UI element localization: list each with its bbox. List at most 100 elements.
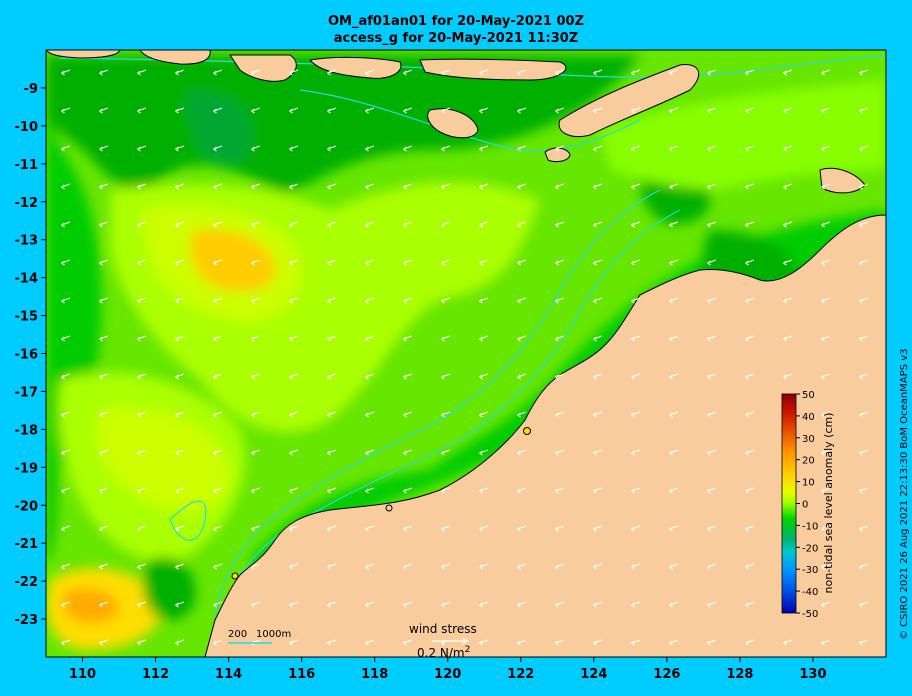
wind-arrow [593, 411, 603, 418]
wind-arrow [365, 487, 375, 494]
wind-arrow [783, 297, 793, 304]
wind-arrow [403, 639, 413, 646]
australia-mainland [204, 214, 886, 657]
wind-arrow [593, 487, 603, 494]
wind-arrow [403, 145, 413, 152]
wind-arrow [669, 563, 679, 570]
wind-arrow [707, 449, 717, 456]
wind-arrow [251, 373, 261, 380]
wind-arrow [289, 563, 299, 570]
wind-arrow [251, 335, 261, 342]
wind-arrow [517, 525, 527, 532]
wind-arrow [441, 221, 451, 228]
wind-arrow [403, 183, 413, 190]
colorbar: 50 40 30 20 10 0 -10 -20 -30 -40 -50 non-tidal sea… [781, 390, 835, 620]
wind-arrow [403, 373, 413, 380]
wind-arrow [213, 145, 223, 152]
wind-arrow [555, 183, 565, 190]
wind-arrow [821, 297, 831, 304]
wind-arrow [213, 297, 223, 304]
wind-arrow [61, 373, 71, 380]
wind-arrow [745, 639, 755, 646]
wind-arrow [175, 449, 185, 456]
wind-arrow [403, 487, 413, 494]
lon-tick-label: 112 [142, 667, 169, 682]
wind-arrow [289, 69, 299, 76]
wind-arrow [479, 373, 489, 380]
title-line-2: access_g for 20-May-2021 11:30Z [333, 31, 579, 46]
wind-arrow [213, 601, 223, 608]
wind-arrow [745, 335, 755, 342]
wind-arrow [327, 221, 337, 228]
wind-arrow [479, 259, 489, 266]
wind-arrow [289, 221, 299, 228]
wind-arrow [365, 601, 375, 608]
wind-arrow [403, 297, 413, 304]
wind-arrow [365, 297, 375, 304]
wind-arrow [365, 335, 375, 342]
wind-arrow [251, 145, 261, 152]
wind-arrow [213, 335, 223, 342]
wind-arrow [403, 563, 413, 570]
wind-arrow [555, 297, 565, 304]
wind-arrow [289, 373, 299, 380]
wind-arrow [707, 297, 717, 304]
lon-tick-label: 118 [361, 667, 388, 682]
wind-arrow [403, 69, 413, 76]
wind-arrow [669, 411, 679, 418]
wind-arrow [593, 145, 603, 152]
wind-arrow [669, 259, 679, 266]
wind-arrow [707, 639, 717, 646]
lombok-island [139, 50, 211, 65]
colorbar-tick-label: 20 [802, 456, 815, 467]
wind-arrow [251, 525, 261, 532]
wind-arrow [707, 69, 717, 76]
wind-arrow [175, 373, 185, 380]
wind-arrow [669, 601, 679, 608]
longitude-axis: 110 112 114 116 118 120 122 124 126 128 130 [69, 657, 827, 682]
lon-tick-label: 128 [726, 667, 753, 682]
wind-arrow [631, 183, 641, 190]
wind-arrow [593, 373, 603, 380]
wind-arrow [593, 525, 603, 532]
wind-arrow [175, 411, 185, 418]
wind-arrow [745, 183, 755, 190]
wind-arrow [859, 69, 869, 76]
wind-arrow [99, 183, 109, 190]
wind-arrow [669, 69, 679, 76]
wind-arrow [365, 259, 375, 266]
wind-arrow [517, 221, 527, 228]
wind-arrow [175, 69, 185, 76]
colorbar-tick-label: 0 [802, 500, 808, 511]
latitude-axis: -9 -10 -11 -12 -13 -14 -15 -16 -17 -18 -19 -20 -21 -2… [15, 82, 46, 628]
wind-arrow [213, 221, 223, 228]
wind-arrow [175, 107, 185, 114]
wind-arrow [289, 335, 299, 342]
lat-tick-label: -16 [15, 348, 39, 363]
wind-arrow [213, 259, 223, 266]
wind-arrow [365, 107, 375, 114]
wind-arrow [555, 107, 565, 114]
wind-arrow [289, 145, 299, 152]
wind-arrow [251, 297, 261, 304]
wind-legend-label: wind stress [409, 622, 477, 636]
wind-arrow [631, 69, 641, 76]
wind-arrow [99, 563, 109, 570]
wind-arrow [821, 449, 831, 456]
wind-arrow [517, 107, 527, 114]
wind-arrow [213, 183, 223, 190]
wind-arrow [61, 297, 71, 304]
wind-arrow [61, 107, 71, 114]
wind-arrow [631, 259, 641, 266]
wind-arrow [821, 335, 831, 342]
wind-arrow [479, 487, 489, 494]
wind-arrow [99, 259, 109, 266]
wind-arrow [365, 563, 375, 570]
wind-arrow [441, 563, 451, 570]
wind-arrow [707, 335, 717, 342]
wind-arrow [213, 373, 223, 380]
bali-java-coast [46, 50, 121, 59]
wind-arrow [859, 449, 869, 456]
wind-arrow [821, 373, 831, 380]
sumba-island [427, 108, 479, 139]
